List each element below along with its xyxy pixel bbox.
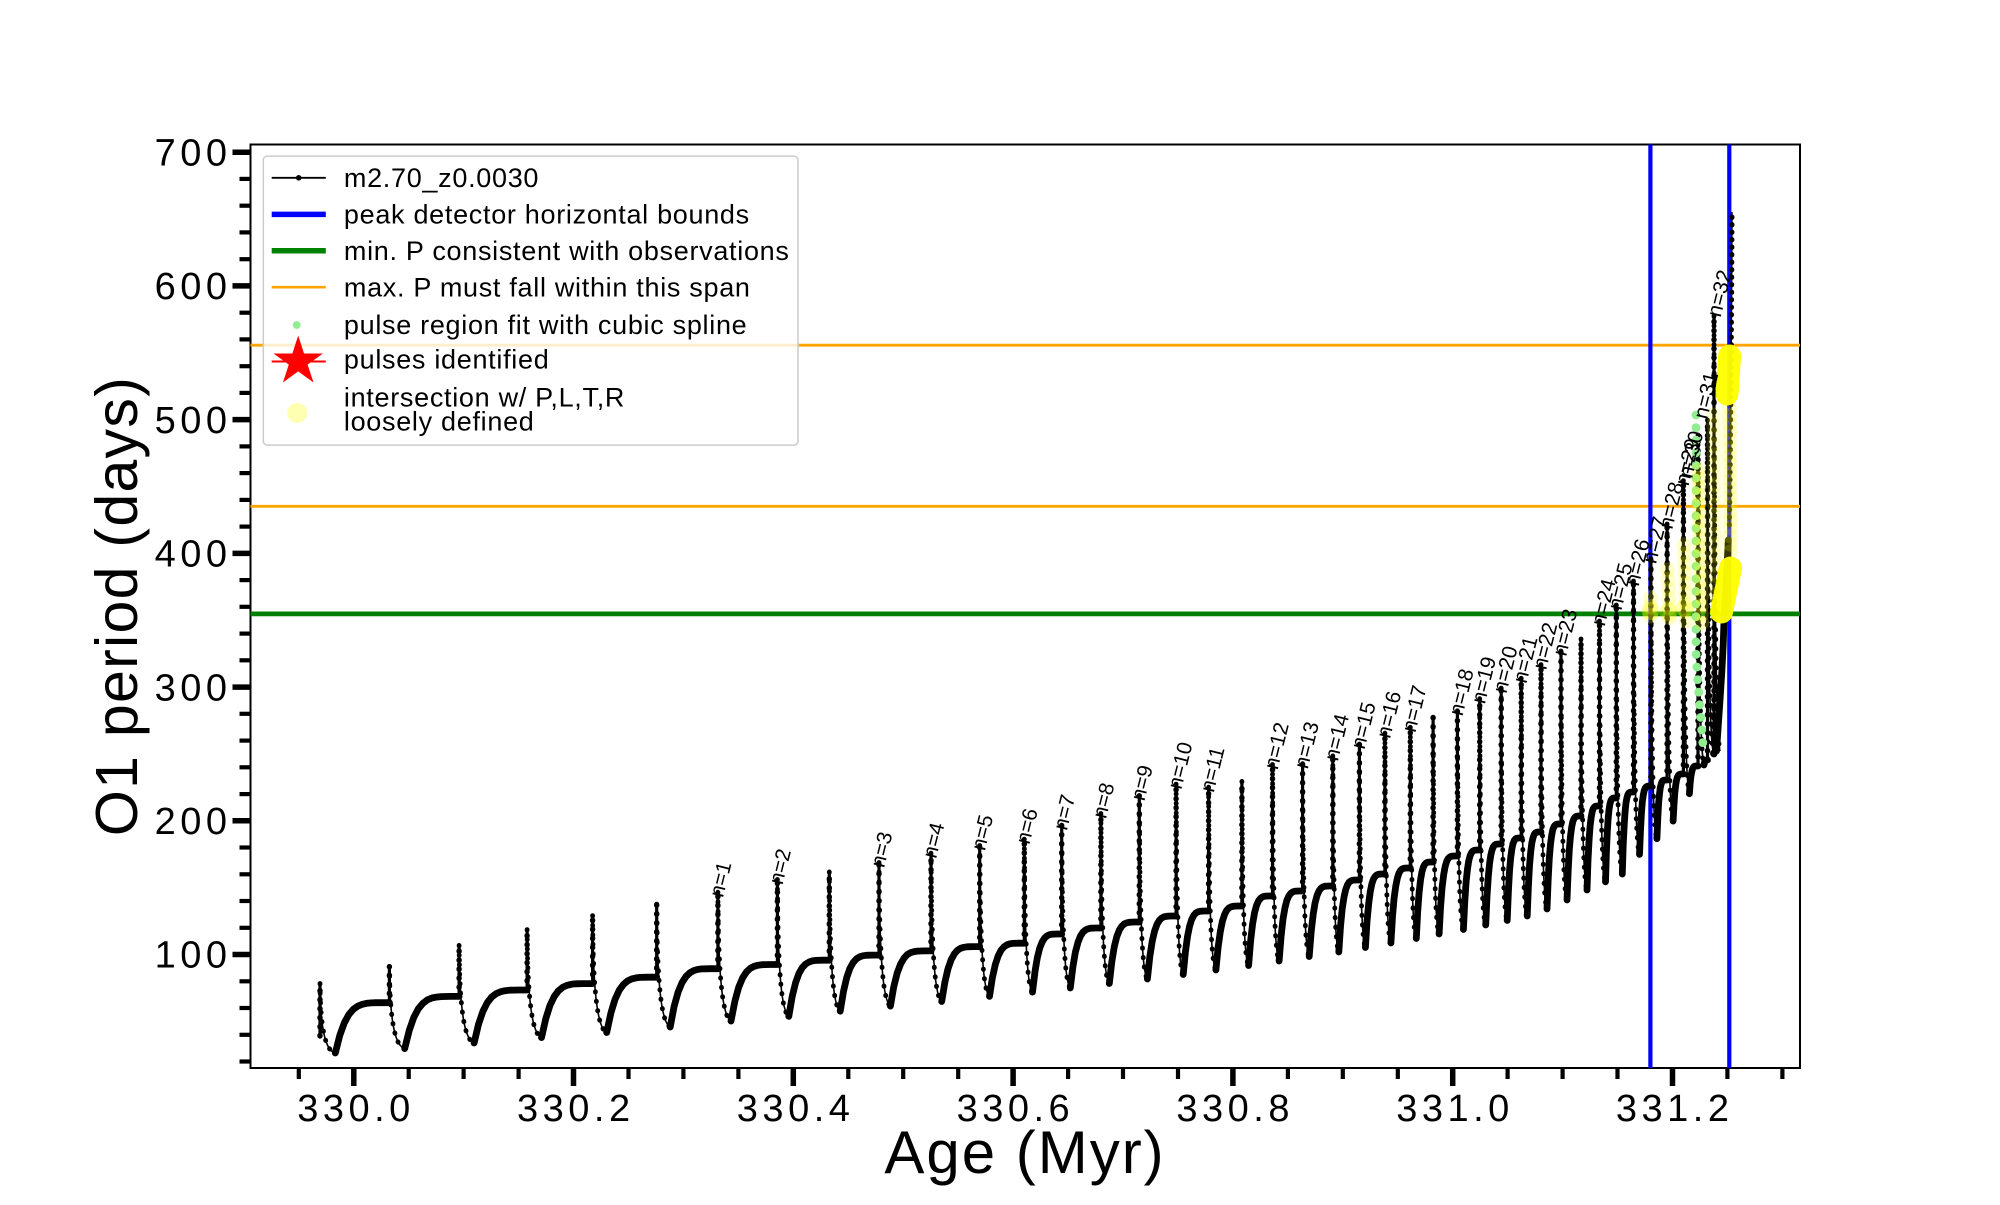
- svg-text:700: 700: [155, 132, 232, 174]
- svg-text:pulses identified: pulses identified: [344, 345, 550, 375]
- svg-text:Age (Myr): Age (Myr): [884, 1119, 1165, 1186]
- svg-text:331.0: 331.0: [1396, 1088, 1514, 1130]
- svg-text:400: 400: [155, 534, 232, 576]
- svg-text:500: 500: [155, 400, 232, 442]
- svg-text:330.0: 330.0: [297, 1088, 415, 1130]
- svg-text:330.4: 330.4: [737, 1088, 855, 1130]
- svg-text:330.8: 330.8: [1176, 1088, 1294, 1130]
- svg-text:100: 100: [155, 935, 232, 977]
- svg-text:peak detector horizontal bound: peak detector horizontal bounds: [344, 200, 750, 230]
- svg-text:200: 200: [155, 801, 232, 843]
- svg-text:300: 300: [155, 667, 232, 709]
- svg-text:intersection w/ P,L,T,R: intersection w/ P,L,T,R: [344, 382, 625, 412]
- svg-text:331.2: 331.2: [1616, 1088, 1734, 1130]
- svg-text:330.6: 330.6: [957, 1088, 1075, 1130]
- svg-text:min. P consistent with observa: min. P consistent with observations: [344, 236, 790, 266]
- svg-text:330.2: 330.2: [517, 1088, 635, 1130]
- svg-text:O1 period (days): O1 period (days): [84, 376, 150, 836]
- svg-text:loosely defined: loosely defined: [344, 407, 535, 437]
- svg-text:600: 600: [155, 266, 232, 308]
- svg-text:max. P must fall within this s: max. P must fall within this span: [344, 272, 751, 302]
- svg-text:m2.70_z0.0030: m2.70_z0.0030: [344, 163, 539, 193]
- svg-text:pulse region fit with cubic sp: pulse region fit with cubic spline: [344, 310, 748, 340]
